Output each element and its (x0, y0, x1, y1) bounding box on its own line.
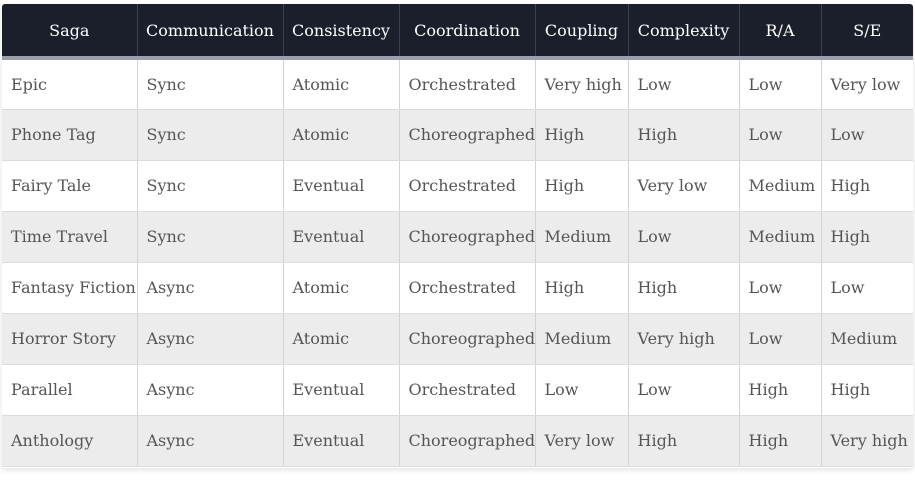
saga-table-container: Saga Communication Consistency Coordinat… (2, 4, 913, 468)
cell-coordination: Orchestrated (399, 160, 536, 212)
cell-ra: Low (739, 313, 822, 365)
cell-saga: Epic (2, 58, 138, 110)
cell-consistency: Eventual (283, 415, 400, 467)
cell-coupling: Very high (535, 58, 629, 110)
cell-complexity: Low (628, 211, 740, 263)
header-consistency: Consistency (283, 4, 400, 60)
table-row: Epic Sync Atomic Orchestrated Very high … (2, 58, 913, 110)
header-se: S/E (821, 4, 913, 60)
saga-comparison-table: Saga Communication Consistency Coordinat… (2, 4, 913, 467)
cell-complexity: High (628, 415, 740, 467)
cell-ra: Low (739, 58, 822, 110)
cell-ra: Low (739, 109, 822, 161)
cell-coordination: Orchestrated (399, 262, 536, 314)
cell-se: Low (821, 109, 913, 161)
cell-saga: Fairy Tale (2, 160, 138, 212)
cell-coupling: High (535, 262, 629, 314)
cell-communication: Async (137, 313, 284, 365)
cell-saga: Anthology (2, 415, 138, 467)
cell-saga: Phone Tag (2, 109, 138, 161)
table-row: Fairy Tale Sync Eventual Orchestrated Hi… (2, 160, 913, 212)
header-communication: Communication (137, 4, 284, 60)
cell-communication: Sync (137, 211, 284, 263)
cell-ra: High (739, 364, 822, 416)
cell-coordination: Choreographed (399, 211, 536, 263)
cell-complexity: Low (628, 364, 740, 416)
cell-communication: Sync (137, 58, 284, 110)
cell-coordination: Choreographed (399, 415, 536, 467)
cell-coordination: Choreographed (399, 109, 536, 161)
header-complexity: Complexity (628, 4, 740, 60)
table-row: Anthology Async Eventual Choreographed V… (2, 415, 913, 467)
cell-ra: Low (739, 262, 822, 314)
table-row: Time Travel Sync Eventual Choreographed … (2, 211, 913, 263)
cell-se: High (821, 160, 913, 212)
cell-communication: Sync (137, 109, 284, 161)
cell-communication: Async (137, 262, 284, 314)
cell-coupling: High (535, 109, 629, 161)
table-body: Epic Sync Atomic Orchestrated Very high … (2, 58, 913, 467)
header-ra: R/A (739, 4, 822, 60)
cell-se: Low (821, 262, 913, 314)
cell-coupling: High (535, 160, 629, 212)
cell-complexity: High (628, 262, 740, 314)
table-row: Fantasy Fiction Async Atomic Orchestrate… (2, 262, 913, 314)
cell-complexity: Very low (628, 160, 740, 212)
cell-se: Very low (821, 58, 913, 110)
cell-se: Medium (821, 313, 913, 365)
cell-se: High (821, 211, 913, 263)
cell-ra: Medium (739, 160, 822, 212)
table-row: Horror Story Async Atomic Choreographed … (2, 313, 913, 365)
cell-saga: Parallel (2, 364, 138, 416)
cell-ra: High (739, 415, 822, 467)
cell-saga: Time Travel (2, 211, 138, 263)
cell-se: Very high (821, 415, 913, 467)
header-coupling: Coupling (535, 4, 629, 60)
header-row: Saga Communication Consistency Coordinat… (2, 4, 913, 60)
cell-consistency: Atomic (283, 313, 400, 365)
cell-coupling: Medium (535, 211, 629, 263)
cell-communication: Async (137, 364, 284, 416)
cell-coordination: Orchestrated (399, 58, 536, 110)
cell-complexity: Very high (628, 313, 740, 365)
cell-complexity: Low (628, 58, 740, 110)
cell-ra: Medium (739, 211, 822, 263)
table-row: Phone Tag Sync Atomic Choreographed High… (2, 109, 913, 161)
cell-coordination: Choreographed (399, 313, 536, 365)
header-saga: Saga (2, 4, 138, 60)
cell-communication: Async (137, 415, 284, 467)
cell-coupling: Medium (535, 313, 629, 365)
table-row: Parallel Async Eventual Orchestrated Low… (2, 364, 913, 416)
cell-se: High (821, 364, 913, 416)
cell-complexity: High (628, 109, 740, 161)
cell-consistency: Atomic (283, 262, 400, 314)
cell-communication: Sync (137, 160, 284, 212)
cell-saga: Horror Story (2, 313, 138, 365)
header-coordination: Coordination (399, 4, 536, 60)
cell-consistency: Atomic (283, 58, 400, 110)
cell-consistency: Eventual (283, 364, 400, 416)
table-header: Saga Communication Consistency Coordinat… (2, 4, 913, 60)
cell-coupling: Very low (535, 415, 629, 467)
cell-consistency: Eventual (283, 160, 400, 212)
cell-coupling: Low (535, 364, 629, 416)
cell-consistency: Atomic (283, 109, 400, 161)
cell-coordination: Orchestrated (399, 364, 536, 416)
cell-consistency: Eventual (283, 211, 400, 263)
cell-saga: Fantasy Fiction (2, 262, 138, 314)
